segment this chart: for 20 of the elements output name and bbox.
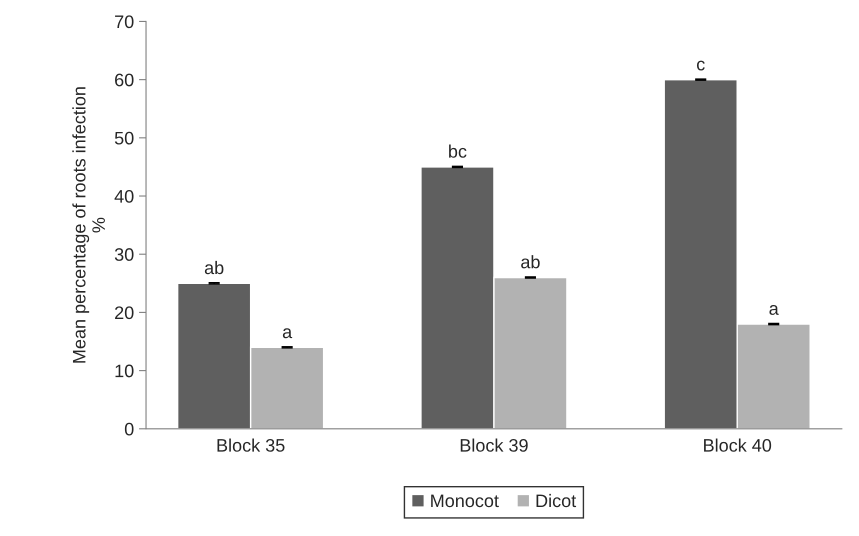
x-tick-label: Block 39 — [460, 438, 528, 452]
x-tick-label: Block 35 — [218, 438, 285, 452]
data-label: ab — [204, 260, 224, 274]
data-label: a — [282, 328, 292, 338]
data-label: ab — [521, 255, 540, 268]
y-tick-label: 50 — [114, 132, 134, 145]
y-tick-label: 30 — [114, 248, 134, 261]
legend-label: Monocot — [431, 494, 499, 508]
legend-label: Dicot — [536, 494, 576, 508]
y-tick-label: 70 — [115, 15, 134, 28]
y-tick-label: 0 — [124, 422, 134, 436]
data-label: a — [769, 305, 779, 315]
y-tick-label: 20 — [115, 306, 134, 320]
y-tick-label: 60 — [115, 74, 134, 86]
data-label: c — [696, 60, 705, 71]
y-tick-label: 10 — [116, 364, 134, 378]
y-axis-title: Mean percentage of roots infection % — [72, 87, 105, 363]
data-label: bc — [449, 144, 466, 158]
y-tick-label: 40 — [114, 190, 134, 203]
x-tick-label: Block 40 — [704, 438, 772, 452]
